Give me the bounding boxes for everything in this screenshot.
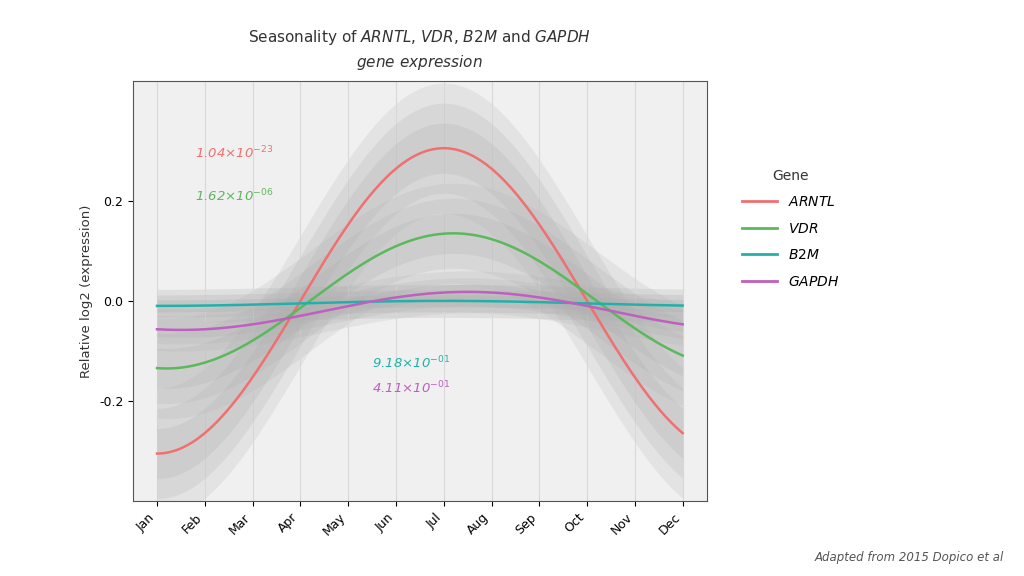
Text: 1.62×10$^{-06}$: 1.62×10$^{-06}$ (196, 188, 273, 205)
Legend: $\mathit{ARNTL}$, $\mathit{VDR}$, $\mathit{B2M}$, $\mathit{GAPDH}$: $\mathit{ARNTL}$, $\mathit{VDR}$, $\math… (736, 163, 845, 294)
Title: Seasonality of $\mathit{ARNTL}$, $\mathit{VDR}$, $\mathit{B2M}$ and $\mathit{GAP: Seasonality of $\mathit{ARNTL}$, $\mathi… (249, 28, 591, 72)
Text: 1.04×10$^{-23}$: 1.04×10$^{-23}$ (196, 145, 273, 161)
Text: Adapted from 2015 Dopico et al: Adapted from 2015 Dopico et al (814, 551, 1004, 564)
Text: 9.18×10$^{-01}$: 9.18×10$^{-01}$ (372, 355, 451, 372)
Y-axis label: Relative log2 (expression): Relative log2 (expression) (81, 204, 93, 377)
Text: 4.11×10$^{-01}$: 4.11×10$^{-01}$ (372, 380, 451, 396)
